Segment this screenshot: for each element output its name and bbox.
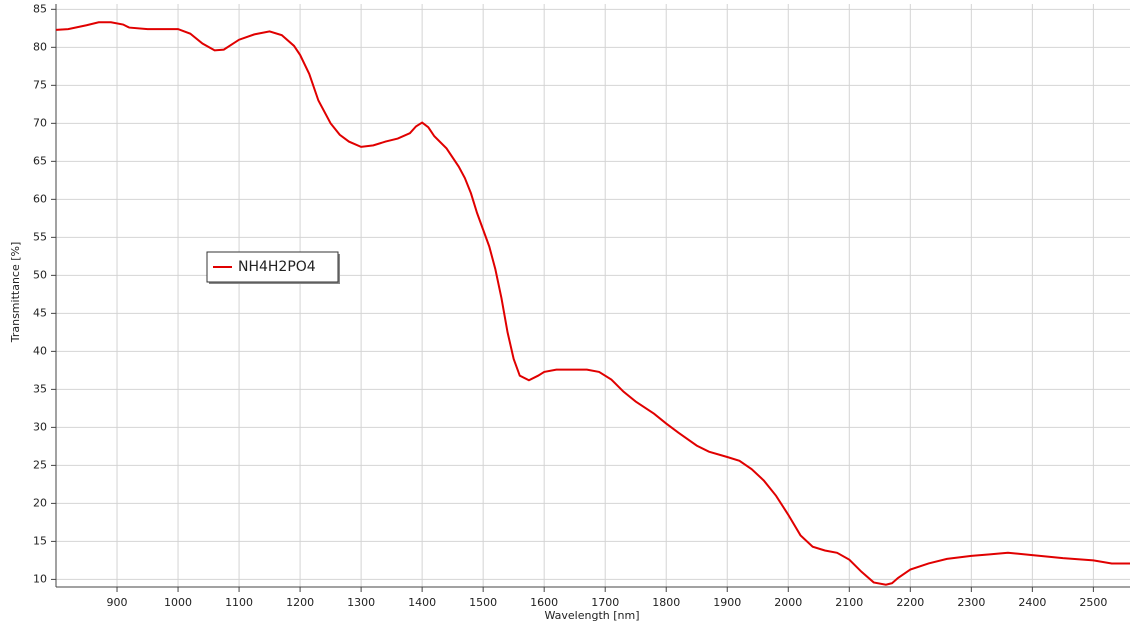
data-line (55, 21, 1130, 586)
x-tick-label: 1100 (225, 596, 253, 609)
y-tick-label: 15 (33, 534, 47, 547)
y-tick-label: 60 (33, 192, 47, 205)
y-axis-label: Transmittance [%] (9, 242, 22, 344)
x-tick-label: 900 (107, 596, 128, 609)
x-tick-label: 1500 (469, 596, 497, 609)
y-tick-label: 85 (33, 2, 47, 15)
x-tick-label: 1800 (652, 596, 680, 609)
x-tick-label: 2500 (1079, 596, 1107, 609)
y-tick-label: 35 (33, 382, 47, 395)
y-tick-label: 80 (33, 40, 47, 53)
y-tick-label: 30 (33, 420, 47, 433)
x-tick-label: 2400 (1018, 596, 1046, 609)
x-tick-label: 1400 (408, 596, 436, 609)
x-tick-label: 2100 (835, 596, 863, 609)
y-tick-label: 65 (33, 154, 47, 167)
x-tick-label: 1300 (347, 596, 375, 609)
x-tick-label: 1200 (286, 596, 314, 609)
y-tick-label: 10 (33, 572, 47, 585)
y-tick-label: 75 (33, 78, 47, 91)
y-tick-label: 45 (33, 306, 47, 319)
y-tick-label: 40 (33, 344, 47, 357)
x-tick-label: 2300 (957, 596, 985, 609)
y-tick-label: 50 (33, 268, 47, 281)
x-tick-label: 2200 (896, 596, 924, 609)
y-tick-label: 25 (33, 458, 47, 471)
legend-label: NH4H2PO4 (238, 259, 316, 275)
x-tick-label: 1000 (164, 596, 192, 609)
x-tick-label: 2000 (774, 596, 802, 609)
x-axis-label: Wavelength [nm] (544, 609, 639, 622)
y-tick-label: 70 (33, 116, 47, 129)
x-tick-label: 1700 (591, 596, 619, 609)
y-tick-label: 20 (33, 496, 47, 509)
x-tick-label: 1900 (713, 596, 741, 609)
y-tick-label: 55 (33, 230, 47, 243)
x-tick-label: 1600 (530, 596, 558, 609)
